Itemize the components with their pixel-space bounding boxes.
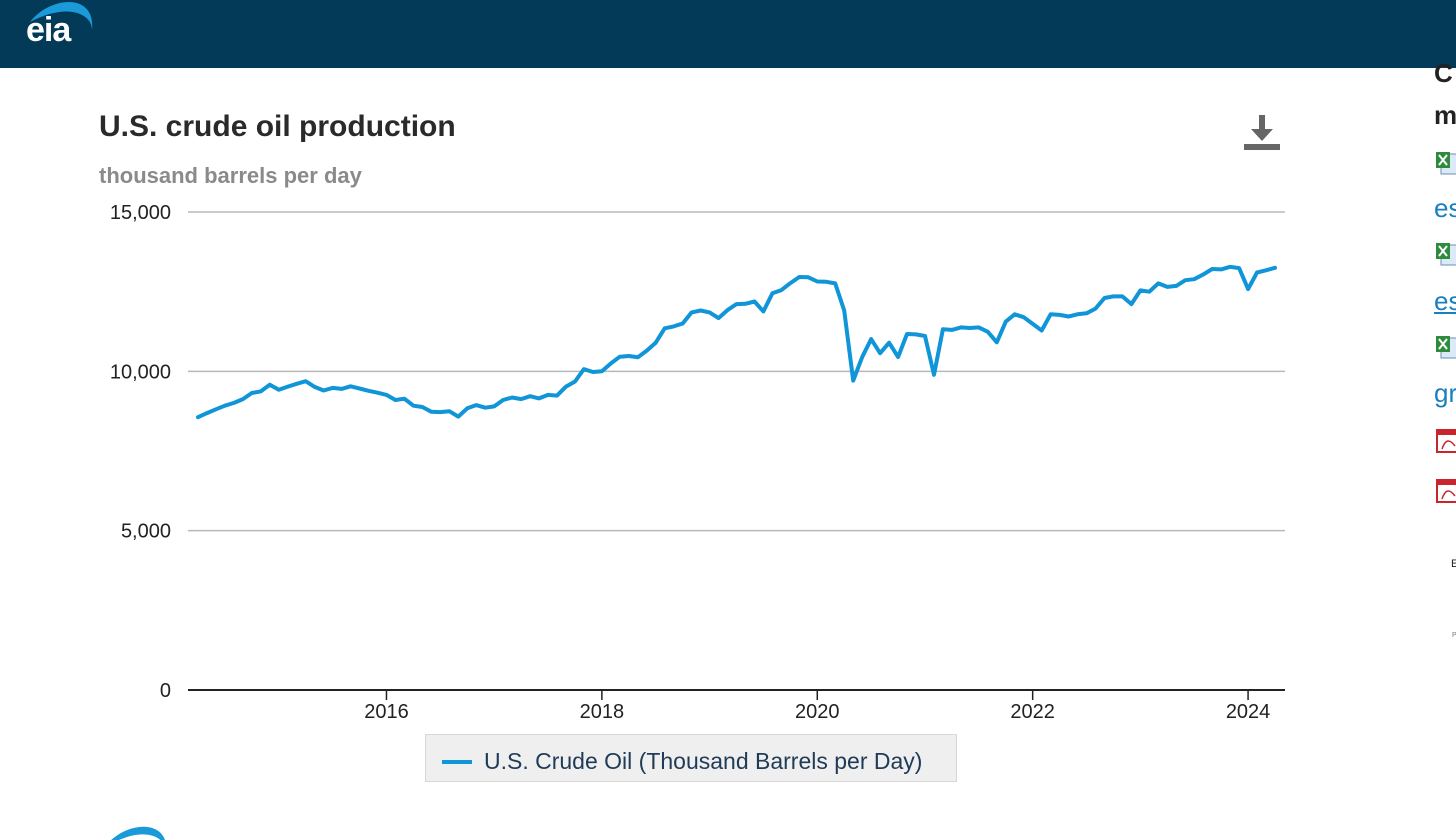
legend-swatch [442,760,472,764]
legend-label: U.S. Crude Oil (Thousand Barrels per Day… [484,748,923,774]
logo-swoosh-icon [111,826,165,840]
y-tick-label: 0 [160,680,171,702]
series-line-us-crude-oil [196,264,1277,420]
y-tick-label: 10,000 [110,361,171,383]
pdf-icon[interactable] [1435,428,1456,454]
chart-title: U.S. crude oil production [99,110,456,143]
x-tick-label: 2024 [1226,701,1271,723]
right-sidebar: C m es es gr E P [1434,0,1456,840]
sidebar-small-text: E [1451,558,1456,570]
x-tick-label: 2016 [364,701,409,723]
eia-logo[interactable]: eia [22,0,102,56]
download-icon [1244,115,1280,150]
sidebar-link-3[interactable]: gr [1434,378,1456,408]
line-chart: 0 5,000 10,000 15,000 2016 2018 2020 2022 2024 [110,202,1285,723]
gridlines [188,211,1285,691]
excel-icon[interactable] [1435,241,1456,267]
excel-icon[interactable] [1435,334,1456,360]
header-bar: eia [0,0,1456,68]
download-button[interactable] [1240,112,1284,154]
y-tick-label: 5,000 [121,521,171,543]
logo-text: eia [26,11,71,49]
sidebar-link-2[interactable]: es [1434,286,1456,316]
chart-legend[interactable]: U.S. Crude Oil (Thousand Barrels per Day… [425,734,957,782]
x-tick-label: 2022 [1010,701,1055,723]
footer-logo [100,822,180,840]
axes: 0 5,000 10,000 15,000 2016 2018 2020 2022 2024 [110,202,1270,723]
y-tick-label: 15,000 [110,202,171,224]
sidebar-heading-2: m [1434,100,1456,130]
chart-subtitle: thousand barrels per day [99,163,362,188]
x-tick-label: 2020 [795,701,840,723]
x-tick-label: 2018 [580,701,625,723]
pdf-icon[interactable] [1435,478,1456,504]
excel-icon[interactable] [1435,150,1456,176]
sidebar-link-1[interactable]: es [1434,193,1456,223]
sidebar-heading: C [1434,58,1453,88]
series-layer [196,264,1277,420]
logo-swoosh-icon [30,1,93,30]
sidebar-tiny-text: P [1452,632,1456,639]
